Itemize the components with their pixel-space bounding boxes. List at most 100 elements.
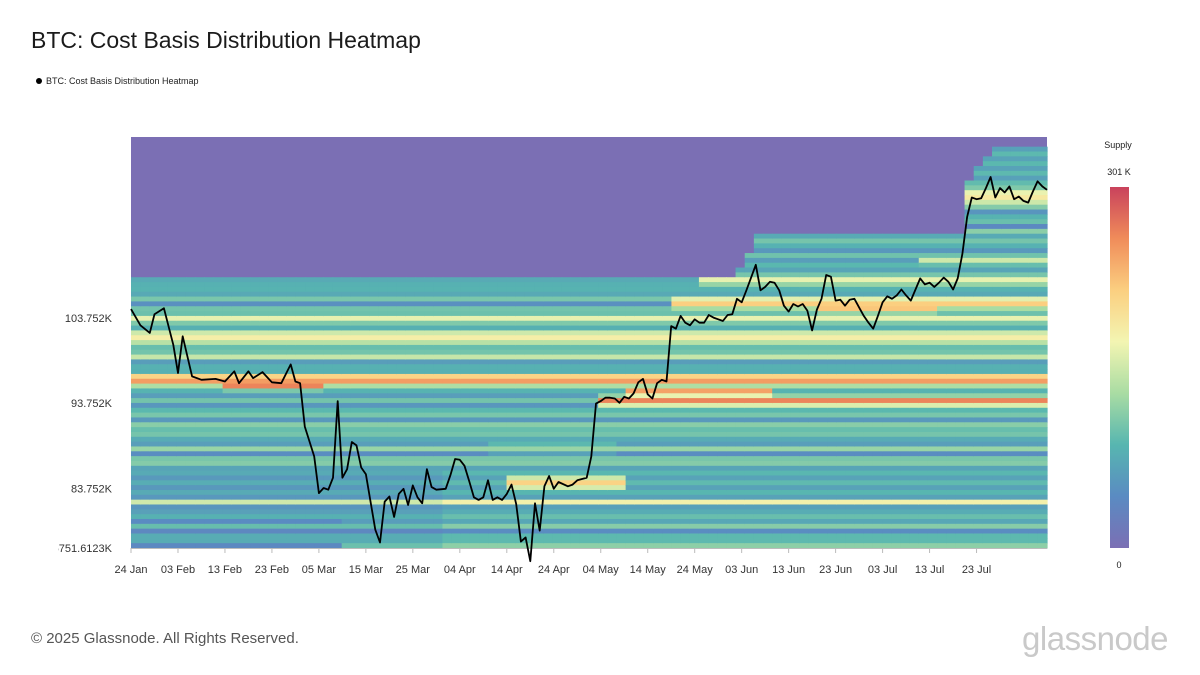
heatmap-cell — [259, 451, 269, 457]
heatmap-cell — [579, 325, 590, 332]
heatmap-cell — [360, 378, 370, 385]
heatmap-cell — [405, 398, 416, 404]
heatmap-cell — [854, 369, 865, 375]
heatmap-cell — [277, 528, 288, 535]
heatmap-cell — [799, 282, 810, 288]
heatmap-cell — [753, 523, 764, 530]
heatmap-cell — [772, 451, 782, 457]
heatmap-cell — [854, 407, 865, 414]
heatmap-cell — [625, 456, 636, 462]
heatmap-cell — [643, 291, 654, 298]
heatmap-cell — [195, 369, 205, 375]
heatmap-cell — [790, 417, 801, 423]
heatmap-cell — [854, 291, 865, 298]
heatmap-cell — [634, 436, 645, 443]
heatmap-cell — [772, 301, 782, 307]
heatmap-cell — [240, 494, 251, 501]
heatmap-cell — [808, 407, 819, 414]
heatmap-cell — [506, 504, 517, 510]
heatmap-cell — [845, 248, 856, 254]
heatmap-cell — [698, 528, 709, 535]
heatmap-cell — [891, 494, 902, 501]
heatmap-cell — [497, 402, 508, 409]
heatmap-cell — [140, 296, 150, 302]
heatmap-cell — [772, 436, 782, 443]
heatmap-cell — [442, 499, 453, 506]
heatmap-cell — [387, 286, 398, 293]
heatmap-cell — [460, 518, 471, 525]
heatmap-cell — [799, 427, 810, 433]
heatmap-cell — [433, 330, 444, 336]
heatmap-cell — [827, 422, 837, 428]
heatmap-cell — [799, 518, 810, 525]
heatmap-cell — [818, 470, 828, 477]
heatmap-cell — [726, 320, 737, 327]
heatmap-cell — [653, 335, 663, 341]
heatmap-cell — [314, 402, 324, 409]
heatmap-cell — [589, 383, 599, 390]
heatmap-cell — [863, 538, 874, 544]
heatmap-cell — [561, 306, 572, 312]
heatmap-cell — [149, 518, 160, 525]
heatmap-cell — [350, 349, 361, 356]
heatmap-cell — [708, 460, 718, 467]
heatmap-cell — [836, 528, 847, 535]
heatmap-cell — [158, 320, 169, 327]
heatmap-cell — [808, 267, 819, 273]
heatmap-cell — [497, 528, 508, 535]
heatmap-cell — [195, 528, 205, 535]
heatmap-cell — [763, 277, 773, 283]
heatmap-cell — [396, 354, 407, 361]
heatmap-cell — [900, 494, 911, 501]
heatmap-cell — [717, 354, 727, 361]
heatmap-cell — [204, 514, 215, 520]
legend[interactable]: BTC: Cost Basis Distribution Heatmap — [36, 76, 199, 86]
heatmap-cell — [891, 257, 902, 264]
heatmap-cell — [167, 282, 178, 288]
heatmap-cell — [396, 489, 407, 496]
heatmap-cell — [176, 398, 187, 404]
heatmap-cell — [286, 509, 297, 515]
heatmap-cell — [442, 354, 453, 361]
heatmap-cell — [378, 320, 389, 327]
heatmap-cell — [854, 257, 865, 264]
heatmap-cell — [689, 388, 700, 394]
heatmap-cell — [149, 441, 160, 448]
heatmap-cell — [231, 340, 242, 346]
heatmap-cell — [753, 470, 764, 477]
heatmap-cell — [634, 359, 645, 365]
heatmap-cell — [827, 253, 837, 259]
heatmap-cell — [753, 402, 764, 409]
heatmap-cell — [579, 383, 590, 390]
heatmap-cell — [891, 460, 902, 467]
heatmap-cell — [753, 427, 764, 433]
heatmap-cell — [451, 282, 462, 288]
heatmap-cell — [469, 446, 480, 452]
heatmap-cell — [479, 320, 489, 327]
heatmap-cell — [689, 296, 700, 302]
heatmap-cell — [506, 422, 517, 428]
heatmap-cell — [524, 325, 535, 332]
heatmap-cell — [534, 499, 544, 506]
heatmap-cell — [515, 427, 526, 433]
heatmap-cell — [671, 504, 682, 510]
heatmap-cell — [506, 441, 517, 448]
heatmap-cell — [643, 378, 654, 385]
heatmap-cell — [259, 427, 269, 433]
heatmap-cell — [323, 378, 334, 385]
heatmap-cell — [323, 441, 334, 448]
heatmap-cell — [369, 504, 379, 510]
heatmap-cell — [387, 301, 398, 307]
heatmap-cell — [534, 325, 544, 332]
heatmap-cell — [570, 504, 581, 510]
heatmap-cell — [479, 373, 489, 380]
heatmap-cell — [524, 431, 535, 438]
heatmap-cell — [524, 436, 535, 443]
heatmap-cell — [277, 431, 288, 438]
heatmap-cell — [378, 475, 389, 481]
heatmap-cell — [259, 456, 269, 462]
heatmap-cell — [653, 412, 663, 419]
heatmap-cell — [552, 460, 563, 467]
heatmap-cell — [240, 509, 251, 515]
